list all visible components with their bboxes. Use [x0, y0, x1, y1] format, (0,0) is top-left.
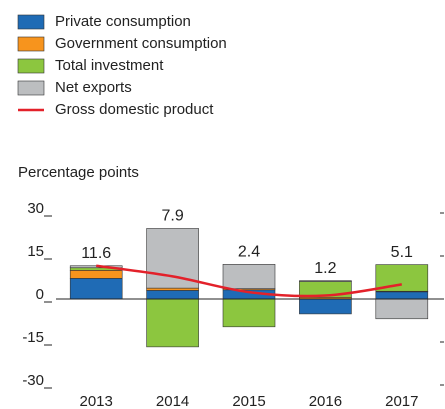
bar-segment — [69, 278, 123, 300]
legend-label: Private consumption — [55, 13, 191, 30]
x-tick-label: 2015 — [232, 393, 265, 409]
bar-segment — [222, 298, 276, 328]
bar-segment — [222, 264, 276, 289]
bar-segment — [375, 298, 429, 320]
data-label: 5.1 — [391, 244, 413, 261]
x-tick-label: 2017 — [385, 393, 418, 409]
bar-segment — [69, 270, 123, 279]
y-tick-label: -30 — [22, 372, 44, 389]
bar-segment — [146, 228, 199, 289]
data-label: 11.6 — [81, 245, 111, 262]
x-tick-label: 2016 — [309, 393, 342, 409]
y-tick-label: -15 — [22, 329, 44, 346]
legend-swatch — [17, 58, 45, 74]
legend-swatch — [17, 80, 45, 96]
bar-segment — [146, 298, 199, 348]
legend-label: Gross domestic product — [55, 101, 214, 118]
y-tick-label: 15 — [27, 243, 44, 260]
legend-label: Government consumption — [55, 35, 227, 52]
bar-segment — [375, 291, 429, 300]
y-tick-label: 30 — [27, 200, 44, 217]
bar-segment — [299, 280, 352, 282]
legend-label: Net exports — [55, 79, 132, 96]
data-label: 1.2 — [314, 260, 336, 277]
data-label: 7.9 — [161, 208, 183, 225]
legend-swatch — [17, 14, 45, 30]
y-tick-label: 0 — [36, 286, 44, 303]
gdp-line — [96, 264, 402, 298]
x-tick-label: 2013 — [80, 393, 113, 409]
legend-swatch — [17, 36, 45, 52]
bar-segment — [146, 287, 199, 291]
bar-segment — [299, 298, 352, 315]
y-axis-label: Percentage points — [18, 164, 139, 181]
legend-label: Total investment — [55, 57, 164, 74]
x-tick-label: 2014 — [156, 393, 189, 409]
data-label: 2.4 — [238, 244, 260, 261]
bar-segment — [146, 290, 199, 300]
